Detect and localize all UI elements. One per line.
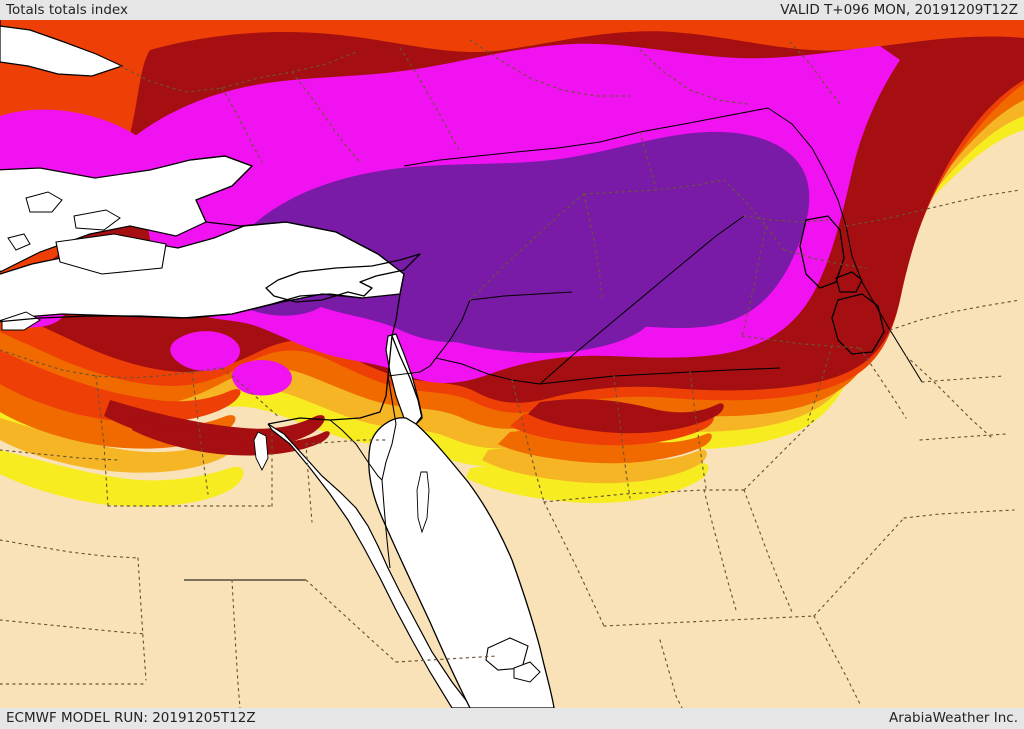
provider-label: ArabiaWeather Inc. bbox=[888, 710, 1018, 726]
valid-time-label: VALID T+096 MON, 20191209T12Z bbox=[780, 2, 1018, 18]
map-canvas bbox=[0, 20, 1024, 708]
contour-field bbox=[0, 20, 1024, 507]
coastlines bbox=[0, 155, 885, 425]
lake-nasser bbox=[253, 431, 269, 472]
aegean-island bbox=[7, 233, 31, 251]
model-run-label: ECMWF MODEL RUN: 20191205T12Z bbox=[6, 710, 256, 726]
footer-bar: ECMWF MODEL RUN: 20191205T12Z ArabiaWeat… bbox=[0, 708, 1024, 729]
page-title: Totals totals index bbox=[6, 2, 128, 18]
header-bar: Totals totals index VALID T+096 MON, 201… bbox=[0, 0, 1024, 20]
black-sea bbox=[0, 20, 124, 77]
crete-island bbox=[55, 233, 167, 275]
red-sea-island bbox=[513, 661, 541, 683]
admin-borders-dotted bbox=[0, 39, 1021, 708]
map-svg bbox=[0, 20, 1024, 708]
aegean-island bbox=[1, 311, 41, 331]
national-borders-solid bbox=[184, 107, 923, 581]
gulf-of-suez bbox=[267, 423, 473, 708]
red-sea bbox=[368, 417, 555, 708]
aegean-island bbox=[73, 209, 121, 231]
aegean-island bbox=[25, 191, 63, 213]
dead-sea bbox=[416, 471, 430, 534]
